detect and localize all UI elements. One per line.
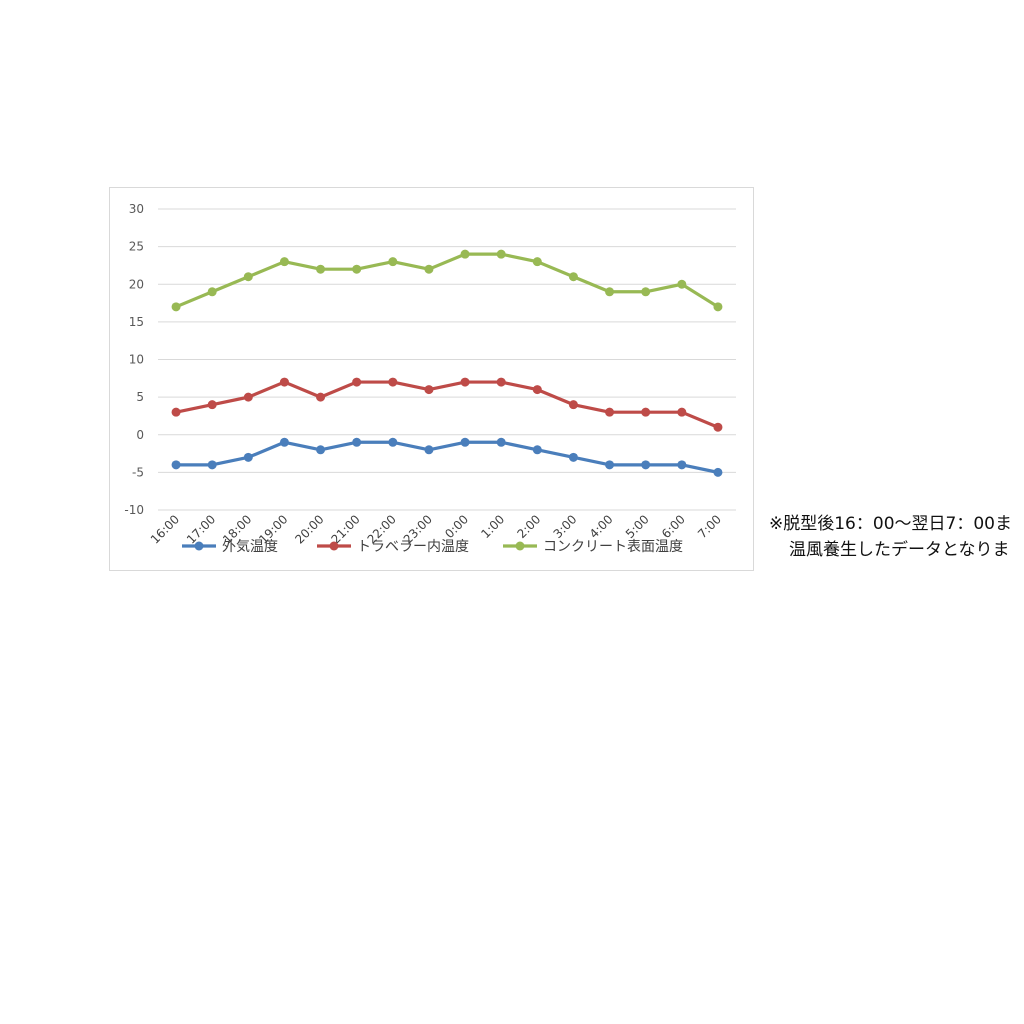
x-tick-label: 16:00 — [148, 512, 182, 546]
series-2 — [171, 377, 723, 432]
data-point — [641, 407, 651, 417]
y-tick-label: -5 — [132, 465, 144, 479]
x-tick-label: 3:00 — [551, 512, 580, 541]
data-point — [496, 437, 506, 447]
data-point — [713, 467, 723, 477]
data-point — [641, 460, 651, 470]
data-point — [207, 400, 217, 410]
data-point — [316, 445, 326, 455]
data-point — [677, 460, 687, 470]
legend-label: コンクリート表面温度 — [543, 539, 683, 555]
x-tick-label: 20:00 — [292, 512, 326, 546]
data-point — [279, 257, 289, 267]
data-point — [677, 407, 687, 417]
data-point — [243, 272, 253, 282]
note-line-2: 温風養生したデータとなりま — [789, 540, 1010, 560]
y-tick-label: 20 — [129, 277, 144, 291]
data-point — [207, 287, 217, 297]
data-point — [532, 385, 542, 395]
data-point — [532, 257, 542, 267]
y-tick-label: 30 — [129, 202, 144, 216]
y-tick-label: 0 — [136, 428, 144, 442]
data-point — [424, 264, 434, 274]
data-point — [641, 287, 651, 297]
data-point — [568, 400, 578, 410]
x-tick-label: 6:00 — [659, 512, 688, 541]
data-point — [713, 422, 723, 432]
x-tick-label: 5:00 — [623, 512, 652, 541]
y-axis-ticks: 30 25 20 15 10 5 0 -5 -10 — [124, 202, 144, 517]
data-point — [279, 437, 289, 447]
series-1 — [171, 437, 723, 477]
data-point — [171, 460, 181, 470]
note-line-1: ※脱型後16：00〜翌日7：00ま — [769, 514, 1012, 534]
data-point — [316, 392, 326, 402]
data-point — [460, 377, 470, 387]
legend-swatch-marker — [329, 541, 339, 551]
data-point — [279, 377, 289, 387]
data-point — [388, 437, 398, 447]
x-tick-label: 0:00 — [442, 512, 471, 541]
data-point — [605, 287, 615, 297]
data-point — [388, 377, 398, 387]
legend-swatch-marker — [194, 541, 204, 551]
data-point — [207, 460, 217, 470]
data-point — [568, 452, 578, 462]
data-point — [532, 445, 542, 455]
x-tick-label: 7:00 — [695, 512, 724, 541]
series-lines — [171, 249, 723, 477]
data-point — [568, 272, 578, 282]
legend-item: コンクリート表面温度 — [503, 539, 683, 555]
grid-lines — [158, 208, 736, 511]
data-point — [352, 377, 362, 387]
legend-item: 外気温度 — [182, 539, 278, 555]
x-tick-label: 1:00 — [478, 512, 507, 541]
data-point — [243, 392, 253, 402]
data-point — [605, 407, 615, 417]
data-point — [605, 460, 615, 470]
data-point — [171, 407, 181, 417]
data-point — [460, 437, 470, 447]
series-line — [174, 252, 720, 309]
data-point — [316, 264, 326, 274]
data-point — [496, 377, 506, 387]
data-point — [388, 257, 398, 267]
data-point — [243, 452, 253, 462]
y-tick-label: 10 — [129, 353, 144, 367]
annotation-note: ※脱型後16：00〜翌日7：00ま 温風養生したデータとなりま — [769, 511, 1024, 563]
data-point — [424, 385, 434, 395]
series-line — [174, 440, 720, 474]
y-tick-label: 5 — [136, 390, 144, 404]
legend-label: 外気温度 — [222, 539, 278, 555]
data-point — [713, 302, 723, 312]
x-tick-label: 17:00 — [184, 512, 218, 546]
series-3 — [171, 249, 723, 312]
data-point — [352, 437, 362, 447]
data-point — [460, 249, 470, 259]
data-point — [352, 264, 362, 274]
y-tick-label: 25 — [129, 240, 144, 254]
data-point — [677, 279, 687, 289]
x-tick-label: 2:00 — [514, 512, 543, 541]
data-point — [171, 302, 181, 312]
y-tick-label: -10 — [124, 503, 144, 517]
chart-container: 30 25 20 15 10 5 0 -5 -10 16:00 17:00 18:00 19:00 20… — [109, 187, 754, 571]
x-tick-label: 4:00 — [587, 512, 616, 541]
series-line — [174, 380, 720, 429]
legend: 外気温度 トラベラー内温度 コンクリート表面温度 — [182, 539, 683, 555]
legend-item: トラベラー内温度 — [317, 539, 469, 555]
data-point — [424, 445, 434, 455]
legend-swatch-marker — [515, 541, 525, 551]
y-tick-label: 15 — [129, 315, 144, 329]
legend-label: トラベラー内温度 — [357, 539, 469, 555]
data-point — [496, 249, 506, 259]
